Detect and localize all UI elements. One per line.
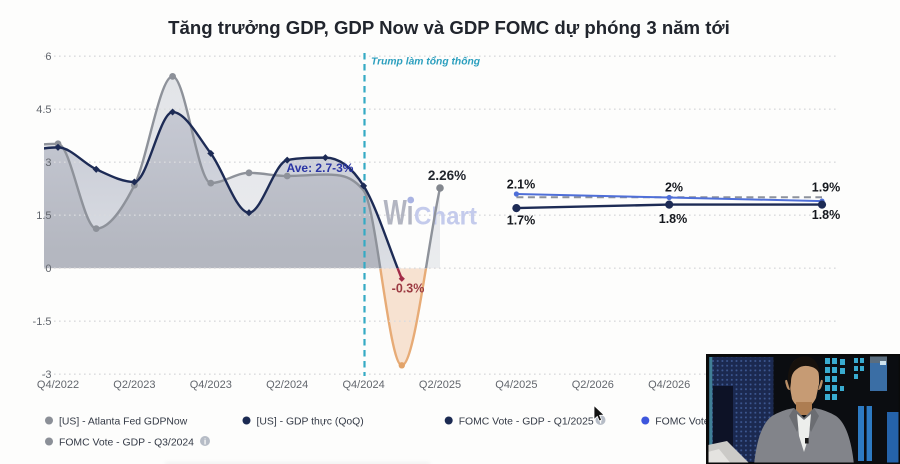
svg-text:Tăng trưởng GDP, GDP Now và GD: Tăng trưởng GDP, GDP Now và GDP FOMC dự …	[168, 17, 730, 38]
svg-text:Q2/2026: Q2/2026	[572, 379, 614, 391]
svg-text:Q2/2023: Q2/2023	[113, 379, 155, 391]
svg-text:1.8%: 1.8%	[659, 212, 688, 226]
svg-text:6: 6	[45, 51, 51, 63]
svg-text:Q4/2023: Q4/2023	[190, 379, 232, 391]
svg-text:-0.3%: -0.3%	[392, 282, 425, 296]
svg-text:3: 3	[45, 157, 51, 169]
svg-text:Q2/2024: Q2/2024	[266, 379, 308, 391]
svg-text:Q4/2022: Q4/2022	[37, 379, 79, 391]
svg-text:Q2/2025: Q2/2025	[419, 379, 461, 391]
svg-text:2%: 2%	[665, 181, 683, 195]
svg-text:2.1%: 2.1%	[507, 178, 536, 192]
svg-text:-1.5: -1.5	[33, 316, 52, 328]
svg-text:FOMC Vote - GDP - Q1/2025: FOMC Vote - GDP - Q1/2025	[459, 417, 594, 428]
svg-text:4.5: 4.5	[36, 104, 51, 116]
svg-text:2.26%: 2.26%	[428, 168, 466, 183]
svg-text:i: i	[204, 437, 206, 447]
svg-text:-3: -3	[42, 369, 52, 381]
svg-text:[US] - Atlanta Fed GDPNow: [US] - Atlanta Fed GDPNow	[59, 417, 188, 428]
svg-text:1.5: 1.5	[36, 210, 51, 222]
svg-text:1.9%: 1.9%	[812, 181, 841, 195]
svg-text:Trump làm tổng thống: Trump làm tổng thống	[371, 56, 481, 68]
svg-text:[US] - GDP thực (QoQ): [US] - GDP thực (QoQ)	[257, 417, 364, 428]
svg-text:Q4/2026: Q4/2026	[648, 379, 690, 391]
svg-text:Ave: 2.7-3%: Ave: 2.7-3%	[287, 161, 354, 175]
svg-text:Q4/2024: Q4/2024	[342, 379, 384, 391]
svg-text:1.7%: 1.7%	[507, 214, 536, 228]
svg-text:0: 0	[45, 263, 51, 275]
svg-text:Chart: Chart	[414, 203, 478, 231]
svg-text:FOMC Vote - GDP - Q3/2024: FOMC Vote - GDP - Q3/2024	[59, 438, 194, 449]
svg-text:Q4/2025: Q4/2025	[495, 379, 537, 391]
svg-text:1.8%: 1.8%	[812, 208, 841, 222]
